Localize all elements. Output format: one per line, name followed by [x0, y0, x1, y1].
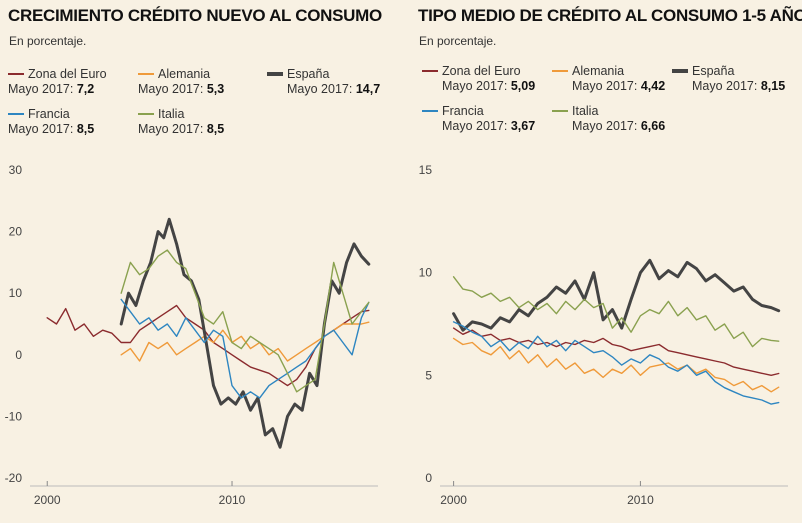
- series-line-italia: [452, 276, 780, 348]
- legend-series-name: Zona del Euro: [442, 64, 521, 78]
- chart-subtitle: En porcentaje.: [419, 34, 497, 48]
- legend-swatch: [267, 72, 283, 76]
- legend-value-number: 8,15: [760, 79, 786, 93]
- legend-series-value: Mayo 2017: 3,67: [442, 118, 535, 134]
- y-tick-label: -10: [5, 409, 23, 423]
- y-tick-label: 0: [425, 471, 432, 485]
- series-line-zona-del-euro: [452, 327, 780, 377]
- chart-title: TIPO MEDIO DE CRÉDITO AL CONSUMO 1-5 AÑO…: [418, 6, 802, 25]
- legend-value-number: 3,67: [510, 119, 536, 133]
- legend-value-number: 6,66: [640, 119, 666, 133]
- legend-value-prefix: Mayo 2017:: [8, 122, 74, 136]
- y-tick-label: 20: [9, 225, 23, 239]
- legend-series-name: Italia: [158, 107, 185, 121]
- legend-series-name: Zona del Euro: [28, 67, 107, 81]
- legend-value-prefix: Mayo 2017:: [692, 79, 758, 93]
- legend-value-number: 14,7: [355, 82, 381, 96]
- legend-series-value: Mayo 2017: 8,5: [138, 121, 224, 137]
- legend-value-number: 5,09: [510, 79, 536, 93]
- x-tick-label: 2010: [219, 493, 246, 507]
- legend-series-name: Alemania: [572, 64, 625, 78]
- legend-series-name: España: [287, 67, 330, 81]
- legend-series-name: Francia: [442, 104, 484, 118]
- legend-swatch: [672, 69, 688, 73]
- legend-value-number: 5,3: [206, 82, 225, 96]
- line-chart-interest-rate: 15 10 5 0 2000 2010: [419, 163, 788, 507]
- chart-panel-interest-rate: TIPO MEDIO DE CRÉDITO AL CONSUMO 1-5 AÑO…: [410, 0, 802, 523]
- legend-series-name: Francia: [28, 107, 70, 121]
- x-tick-label: 2010: [627, 493, 654, 507]
- legend-series-value: Mayo 2017: 4,42: [572, 78, 665, 94]
- legend-series-value: Mayo 2017: 14,7: [287, 81, 380, 97]
- series-line-italia: [120, 249, 370, 393]
- legend-series-name: Italia: [572, 104, 599, 118]
- y-tick-label: 10: [9, 286, 23, 300]
- legend-swatch: [422, 70, 438, 72]
- chart-panel-credit-growth: CRECIMIENTO CRÉDITO NUEVO AL CONSUMO En …: [0, 0, 390, 523]
- x-tick-label: 2000: [440, 493, 467, 507]
- legend-value-prefix: Mayo 2017:: [8, 82, 74, 96]
- chart-title: CRECIMIENTO CRÉDITO NUEVO AL CONSUMO: [8, 6, 382, 25]
- legend-value-number: 8,5: [206, 122, 225, 136]
- series-line-alemania: [120, 321, 370, 362]
- legend-swatch: [8, 113, 24, 115]
- series-line-alemania: [452, 337, 780, 393]
- legend-series-value: Mayo 2017: 5,3: [138, 81, 224, 97]
- y-tick-label: 0: [15, 348, 22, 362]
- legend-series-value: Mayo 2017: 8,15: [692, 78, 785, 94]
- legend-series-value: Mayo 2017: 8,5: [8, 121, 94, 137]
- legend-swatch: [8, 73, 24, 75]
- legend-series-value: Mayo 2017: 6,66: [572, 118, 665, 134]
- series-line-francia: [452, 321, 780, 405]
- legend-value-prefix: Mayo 2017:: [572, 119, 638, 133]
- legend-value-prefix: Mayo 2017:: [138, 82, 204, 96]
- legend-value-prefix: Mayo 2017:: [442, 119, 508, 133]
- legend-value-prefix: Mayo 2017:: [138, 122, 204, 136]
- legend-value-prefix: Mayo 2017:: [572, 79, 638, 93]
- legend-series-name: España: [692, 64, 735, 78]
- chart-subtitle: En porcentaje.: [9, 34, 87, 48]
- legend-series-name: Alemania: [158, 67, 211, 81]
- legend-series-value: Mayo 2017: 5,09: [442, 78, 535, 94]
- y-tick-label: 30: [9, 163, 23, 177]
- series-line-espa-a: [452, 258, 781, 332]
- legend-swatch: [552, 110, 568, 112]
- y-tick-label: -20: [5, 471, 23, 485]
- x-tick-label: 2000: [34, 493, 61, 507]
- legend-swatch: [138, 73, 154, 75]
- legend-swatch: [138, 113, 154, 115]
- legend-value-prefix: Mayo 2017:: [442, 79, 508, 93]
- legend-value-number: 8,5: [76, 122, 95, 136]
- legend-swatch: [422, 110, 438, 112]
- legend-value-prefix: Mayo 2017:: [287, 82, 353, 96]
- legend-value-number: 4,42: [640, 79, 666, 93]
- series-line-espa-a: [119, 217, 371, 449]
- y-tick-label: 5: [425, 368, 432, 382]
- legend-swatch: [552, 70, 568, 72]
- y-tick-label: 10: [419, 266, 433, 280]
- legend-series-value: Mayo 2017: 7,2: [8, 81, 94, 97]
- y-tick-label: 15: [419, 163, 433, 177]
- series-line-francia: [120, 298, 370, 399]
- legend-value-number: 7,2: [76, 82, 95, 96]
